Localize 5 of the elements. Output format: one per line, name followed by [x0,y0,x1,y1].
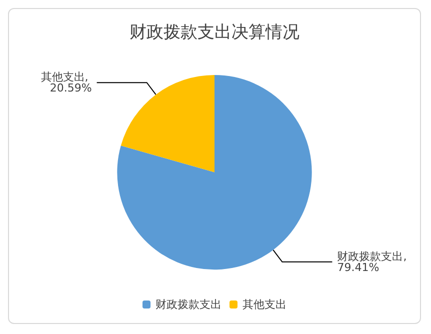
legend-label: 财政拨款支出 [156,298,222,311]
legend-label: 其他支出 [242,298,286,311]
data-label: 其他支出, 20.59% [40,70,92,95]
data-label: 财政拨款支出, 79.41% [337,250,410,274]
chart-title: 财政拨款支出决算情况 [130,22,300,42]
